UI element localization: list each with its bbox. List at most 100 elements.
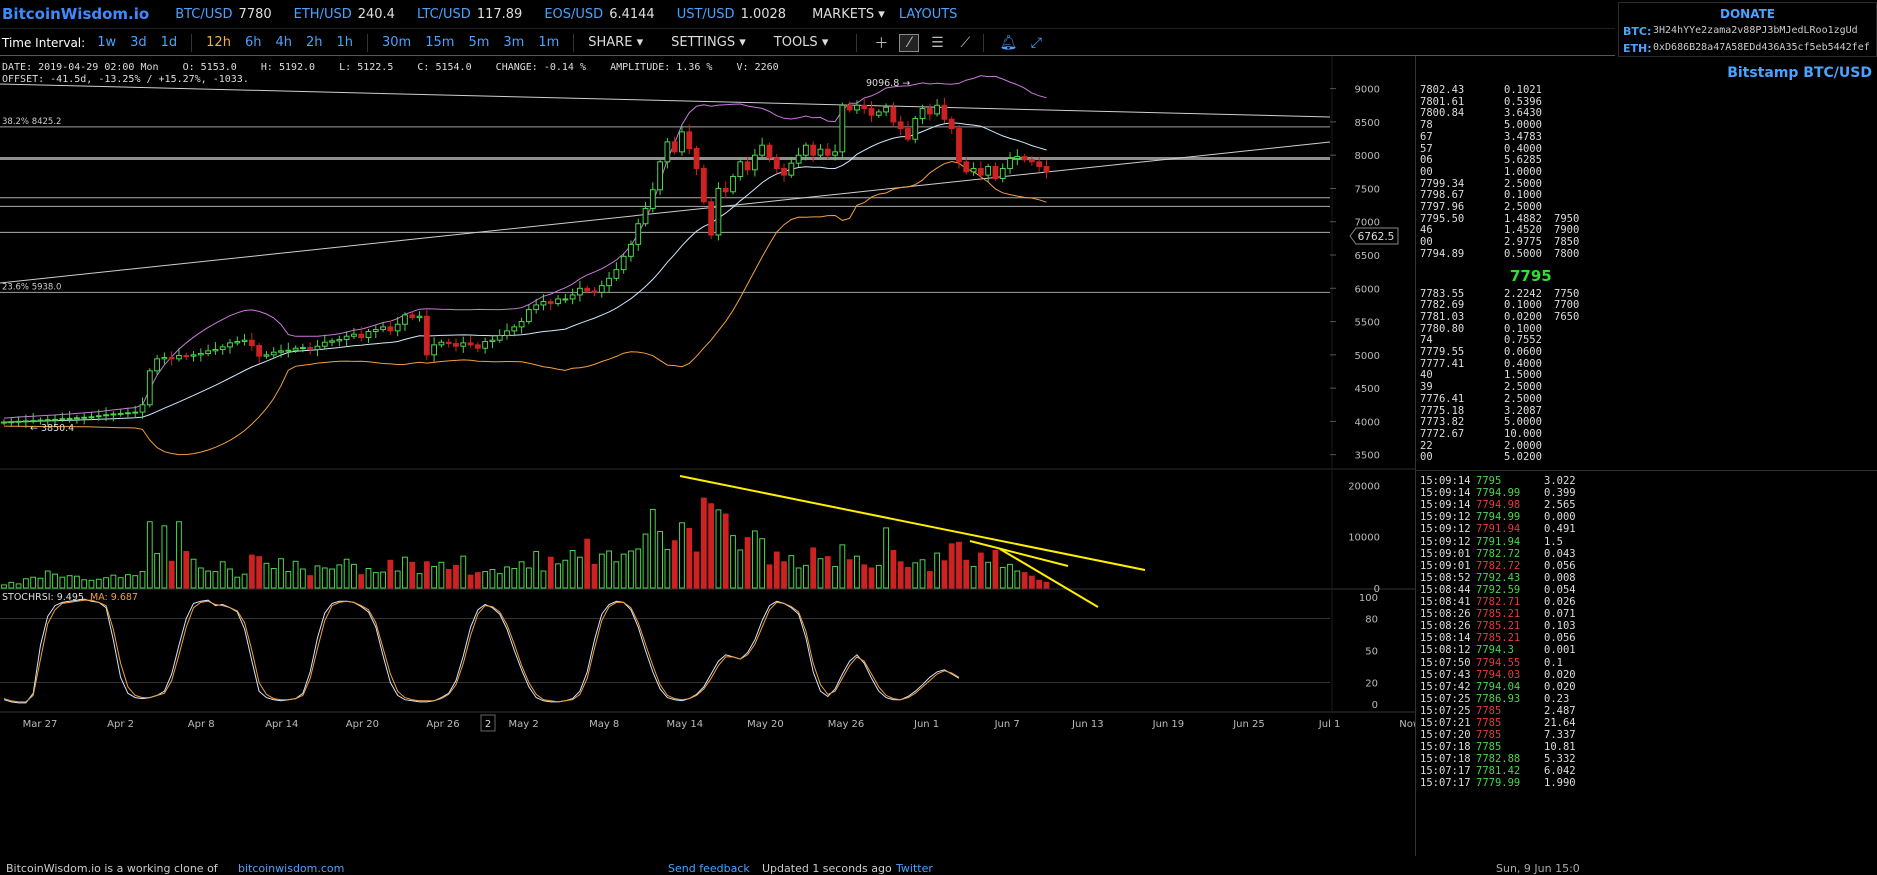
orderbook-row[interactable]: 7799.34 2.5000 (1420, 178, 1877, 191)
ticker-symbol[interactable]: UST/USD (676, 6, 735, 22)
interval-2h[interactable]: 2h (305, 35, 323, 50)
volume-bar (168, 560, 175, 589)
site-logo[interactable]: BitcoinWisdom.io (2, 5, 150, 23)
orderbook-row[interactable]: 00 2.9775 7850 (1420, 236, 1877, 249)
orderbook-row[interactable]: 7794.89 0.5000 7800 (1420, 248, 1877, 261)
ticker-item[interactable]: EOS/USD 6.4144 (544, 7, 654, 22)
trade-time: 15:07:43 (1420, 668, 1471, 681)
interval-1m[interactable]: 1m (538, 35, 560, 50)
trade-price: 7785 (1476, 729, 1502, 742)
volume-bar (110, 574, 117, 589)
interval-30m[interactable]: 30m (382, 35, 412, 50)
send-feedback-link[interactable]: Send feedback (668, 862, 750, 875)
tools-menu[interactable]: TOOLS ▾ (774, 35, 829, 50)
footer-clone-link[interactable]: bitcoinwisdom.com (238, 862, 345, 875)
interval-1h[interactable]: 1h (336, 35, 353, 50)
volume-bar (504, 566, 510, 589)
donate-eth-address[interactable]: 0xD686B28a47A58EDd436A35cf5eb5442fef (1653, 42, 1870, 53)
orderbook-row[interactable]: 7779.55 0.0600 (1420, 346, 1877, 359)
volume-bar (139, 571, 146, 589)
orderbook-row[interactable]: 67 3.4783 (1420, 131, 1877, 144)
orderbook-row[interactable]: 06 5.6285 (1420, 155, 1877, 167)
interval-3d[interactable]: 3d (130, 35, 147, 50)
fibonacci-tool-icon[interactable]: ⟋ (960, 34, 971, 51)
orderbook-row[interactable]: 7801.61 0.5396 (1420, 95, 1877, 109)
orderbook-row[interactable]: 46 1.4520 7900 (1420, 225, 1877, 237)
price-chart[interactable]: 38.2% 8425.2 23.6% 5938.0 STOCHRSI: 9.495… (0, 56, 1415, 856)
orderbook-row[interactable]: 7781.03 0.0200 7650 (1420, 310, 1877, 324)
ticker-item[interactable]: UST/USD 1.0028 (677, 7, 786, 22)
donate-btc-address[interactable]: 3H24hYYe2zama2v88PJ3bMJedLRoo1zgUd (1653, 25, 1858, 36)
crosshair-tool-icon[interactable]: ＋ (874, 35, 889, 52)
twitter-link[interactable]: Twitter (896, 862, 933, 875)
trade-time: 15:07:18 (1420, 741, 1471, 754)
interval-15m[interactable]: 15m (425, 35, 455, 50)
donate-btc-row: BTC: 3H24hYYe2zama2v88PJ3bMJedLRoo1zgUd (1623, 25, 1876, 38)
orderbook-row[interactable]: 7795.50 1.4882 7950 (1420, 213, 1877, 226)
share-menu[interactable]: SHARE ▾ (588, 35, 643, 50)
ticker-symbol[interactable]: EOS/USD (544, 6, 604, 22)
price-tick-label: 7500 (1355, 184, 1380, 195)
interval-12h[interactable]: 12h (206, 35, 231, 50)
orderbook-row[interactable]: 7798.67 0.1000 (1420, 190, 1877, 202)
orderbook-row[interactable]: 22 2.0000 (1420, 440, 1877, 453)
interval-3m[interactable]: 3m (503, 35, 525, 50)
orderbook-row[interactable]: 7802.43 0.1021 (1420, 84, 1877, 97)
ticker-symbol[interactable]: BTC/USD (175, 6, 233, 22)
chevron-down-icon: ▾ (821, 35, 829, 50)
orderbook-row[interactable]: 7777.41 0.4000 (1420, 358, 1877, 371)
exchange-title[interactable]: Bitstamp BTC/USD (1727, 65, 1872, 81)
interval-1d[interactable]: 1d (160, 35, 178, 50)
orderbook-row[interactable]: 74 0.7552 (1420, 335, 1877, 347)
volume-bar (628, 550, 634, 589)
ticker-item[interactable]: LTC/USD 117.89 (417, 7, 522, 22)
line-tool-icon[interactable]: ⁄ (899, 33, 920, 52)
settings-menu[interactable]: SETTINGS ▾ (671, 35, 746, 50)
order-price: 7781.03 (1420, 310, 1465, 323)
ticker-item[interactable]: BTC/USD 7780 (175, 7, 271, 22)
trade-time: 15:09:12 (1420, 511, 1471, 524)
ticker-item[interactable]: ETH/USD 240.4 (294, 7, 395, 22)
volume-bar (963, 559, 970, 589)
ticker-symbol[interactable]: ETH/USD (293, 6, 352, 22)
trade-price: 7785 (1476, 741, 1502, 754)
orderbook-row[interactable]: 7775.18 3.2087 (1420, 405, 1877, 418)
orderbook-row[interactable]: 7773.82 5.0000 (1420, 417, 1877, 429)
orderbook-row[interactable]: 00 5.0200 (1420, 452, 1877, 464)
trade-row: 15:08:14 7785.21 0.056 (1420, 632, 1877, 644)
ticker-value: 7780 (238, 6, 272, 22)
fullscreen-icon[interactable]: ⤢ (1030, 34, 1042, 51)
orderbook-row[interactable]: 7783.55 2.2242 7750 (1420, 288, 1877, 301)
orderbook-row[interactable]: 7797.96 2.5000 (1420, 201, 1877, 214)
horizontal-lines-tool-icon[interactable]: ☰ (931, 34, 944, 51)
markets-menu[interactable]: MARKETS ▾ (812, 7, 885, 22)
orderbook-row[interactable]: 7782.69 0.1000 7700 (1420, 300, 1877, 312)
orderbook-row[interactable]: 78 5.0000 (1420, 119, 1877, 132)
orderbook-row[interactable]: 00 1.0000 (1420, 166, 1877, 179)
interval-5m[interactable]: 5m (468, 35, 490, 50)
orderbook-row[interactable]: 7780.80 0.1000 (1420, 323, 1877, 336)
interval-4h[interactable]: 4h (275, 35, 292, 50)
orderbook-row[interactable]: 39 2.5000 (1420, 381, 1877, 394)
trade-amount: 0.056 (1544, 559, 1576, 572)
volume-bar (460, 555, 467, 589)
volume-bar (372, 572, 379, 589)
trade-amount: 2.487 (1544, 704, 1576, 717)
layouts-link[interactable]: LAYOUTS (898, 6, 958, 22)
orderbook-row[interactable]: 40 1.5000 (1420, 370, 1877, 382)
orderbook-row[interactable]: 57 0.4000 (1420, 143, 1877, 156)
moving-average-line (3, 122, 1047, 423)
candle-body (810, 144, 817, 156)
orderbook-row[interactable]: 7776.41 2.5000 (1420, 393, 1877, 406)
orderbook-row[interactable]: 7772.67 10.000 (1420, 428, 1877, 441)
interval-6h[interactable]: 6h (244, 35, 262, 50)
ticker-symbol[interactable]: LTC/USD (416, 6, 471, 22)
trade-time: 15:07:17 (1420, 777, 1471, 790)
volume-bar (803, 564, 809, 589)
alert-bell-icon[interactable]: 🔔︎ (999, 34, 1018, 51)
candle-body (183, 355, 190, 358)
orderbook-row[interactable]: 7800.84 3.6430 (1420, 108, 1877, 120)
order-amount: 0.5396 (1504, 95, 1542, 108)
candle-body (416, 315, 423, 319)
interval-1w[interactable]: 1w (97, 35, 117, 50)
